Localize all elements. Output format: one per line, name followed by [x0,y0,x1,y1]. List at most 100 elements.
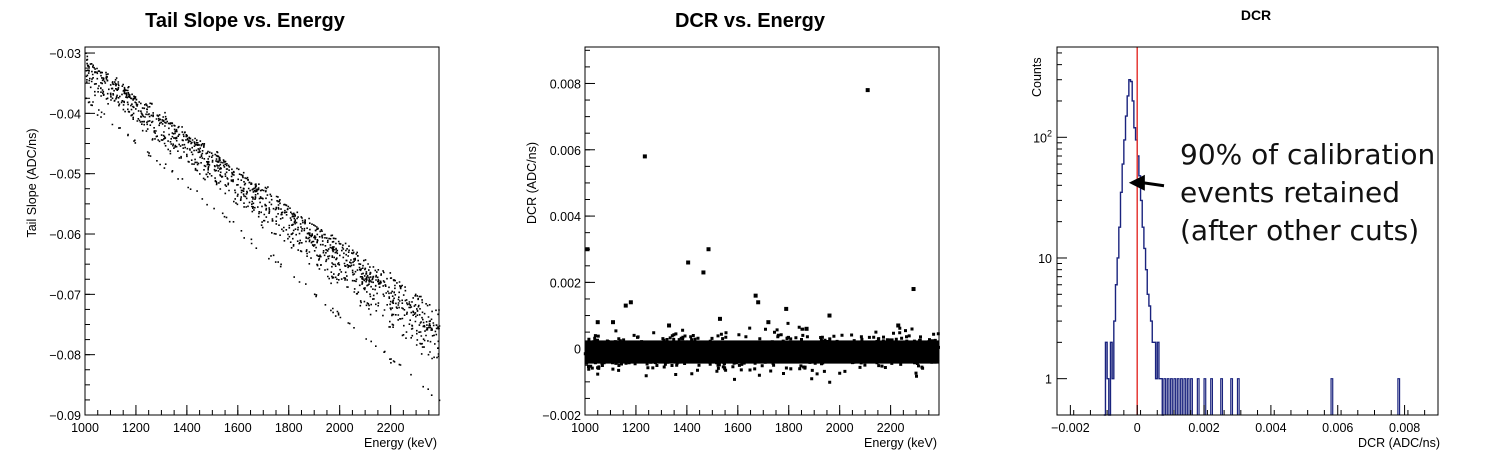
x-tick-label: 0 [1134,421,1141,435]
panel-dcr-vs-energy: DCR vs. Energy 1000 1200 1400 1600 1800 2000 2… [525,10,940,450]
histogram-tail-bin [1203,378,1207,415]
histogram-tail-bin [1163,378,1167,415]
outlier-point [628,300,633,305]
outlier-point [623,303,628,308]
plot-frame [84,46,440,416]
y-tick-label: −0.08 [49,349,81,363]
y-tick-label: 10 [1038,252,1052,266]
y-axis-label: Counts [1030,57,1044,97]
x-tick-label: 1400 [173,421,201,435]
x-tick-label: 1800 [775,421,803,435]
x-tick-label: 1200 [122,421,150,435]
histogram-tail-bin [1166,378,1170,415]
histogram-tail-bin [1183,378,1187,415]
annotation-text: (after other cuts) [1180,214,1419,247]
annotation-text: events retained [1180,176,1400,209]
data-series-points [85,97,441,402]
outlier-point [784,306,789,311]
histogram-line [1103,79,1164,416]
axes: 1000 1200 1400 1600 1800 2000 2200 −0.002 0 0.002… [542,49,930,435]
histogram-tail-bin [1180,378,1183,415]
histogram-tail-bin [1173,378,1177,415]
chart-title: Tail Slope vs. Energy [145,10,346,32]
outlier-point [642,154,647,159]
x-tick-label: 2000 [826,421,854,435]
panel-dcr-histogram: DCR −0.002 0 0.002 0.004 0.006 0.008 1 10 102 DC… [1030,7,1440,450]
y-tick-label: −0.05 [49,168,81,182]
histogram-tail-bin [1220,378,1224,415]
outlier-point [756,300,761,305]
plot-area [85,52,441,402]
y-tick-label: −0.002 [542,409,581,423]
y-tick-label: −0.06 [49,228,81,242]
plot-frame [584,46,940,416]
histogram-tail-bin [1210,378,1214,415]
x-tick-label: 1600 [724,421,752,435]
histogram-tail-bin [1330,378,1334,415]
y-tick-label: −0.03 [49,47,81,61]
x-tick-label: 2200 [377,421,405,435]
y-tick-label: 1 [1045,373,1052,387]
outlier-point [706,247,711,252]
annotation-text: 90% of calibration [1180,138,1435,171]
x-tick-label: 2200 [877,421,905,435]
outlier-point [766,320,771,325]
x-tick-label: 1400 [673,421,701,435]
y-tick-label: 0.004 [550,210,581,224]
outlier-point [611,320,616,325]
plot-area [1103,47,1401,416]
x-tick-label: 2000 [326,421,354,435]
outlier-point [753,293,758,298]
band-points [583,321,940,384]
x-tick-label: 0.006 [1322,421,1353,435]
data-series-points [86,79,440,360]
plot-area [583,88,940,384]
outlier-point [686,260,691,265]
histogram-tail-bin [1397,378,1401,415]
histogram-tail-bin [1186,378,1190,415]
histogram-tail-bin [1170,378,1173,415]
x-axis-label: Energy (keV) [364,436,437,450]
histogram-tail-bin [1190,378,1193,415]
outlier-point [595,320,600,325]
y-tick-exponent: 2 [1047,128,1052,138]
outlier-point [717,316,722,321]
annotation-arrow-shaft [1142,181,1165,188]
plot-frame [1056,46,1439,416]
axes: 1000 1200 1400 1600 1800 2000 2200 −0.09 −0.08 −0… [49,47,430,435]
y-axis-label: DCR (ADC/ns) [525,142,539,224]
outlier-point [896,323,901,328]
x-tick-label: 1000 [71,421,99,435]
x-tick-label: 0.008 [1389,421,1420,435]
outlier-point [667,323,672,328]
chart-title: DCR vs. Energy [675,10,826,32]
y-tick-label: −0.07 [49,288,81,302]
x-tick-label: 0.004 [1255,421,1286,435]
x-tick-label: 1600 [224,421,252,435]
data-series-points [85,52,441,331]
data-series-points [85,68,440,316]
outlier-point [865,88,870,93]
y-tick-label: 0.006 [550,144,581,158]
x-tick-label: 0.002 [1188,421,1219,435]
y-tick-label: −0.04 [49,107,81,121]
histogram-tail-bin [1230,378,1234,415]
annotation-arrow-head [1128,174,1145,191]
x-tick-label: −0.002 [1051,421,1090,435]
outlier-point [804,326,809,331]
chart-title: DCR [1241,7,1271,23]
y-tick-label: 0 [574,343,581,357]
data-series-points [85,75,440,349]
outlier-point [827,313,832,318]
x-axis-label: Energy (keV) [864,436,937,450]
y-axis-label: Tail Slope (ADC/ns) [25,128,39,237]
x-axis-label: DCR (ADC/ns) [1358,436,1440,450]
histogram-tail-bin [1196,378,1200,415]
x-tick-label: 1200 [622,421,650,435]
y-tick-label: 0.008 [550,77,581,91]
annotation: 90% of calibration events retained (after … [1128,138,1435,247]
x-tick-label: 1000 [571,421,599,435]
y-tick-label: 0.002 [550,276,581,290]
histogram-tail-bin [1176,378,1180,415]
